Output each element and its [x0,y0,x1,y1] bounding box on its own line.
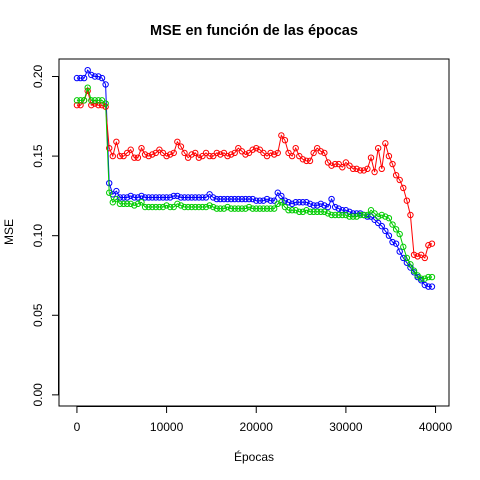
series-1 [74,67,434,289]
x-tick-label: 30000 [329,420,363,434]
plot-frame [59,59,449,406]
series-2 [74,88,434,261]
x-tick-label: 40000 [419,420,453,434]
y-tick-label: 0.05 [31,303,45,327]
series-3 [74,85,434,281]
y-tick-label: 0.15 [31,144,45,168]
x-tick-label: 10000 [150,420,184,434]
x-axis: 0 10000 20000 30000 40000 [74,406,453,434]
y-axis-label: MSE [2,219,16,245]
series-2-line [77,91,432,258]
y-tick-label: 0.10 [31,224,45,248]
x-axis-label: Épocas [234,449,274,464]
y-tick-label: 0.20 [31,65,45,89]
y-axis: 0.00 0.05 0.10 0.15 0.20 [31,65,59,407]
x-tick-label: 20000 [240,420,274,434]
chart-title: MSE en función de las épocas [150,23,358,39]
y-tick-label: 0.00 [31,383,45,407]
series-layer [74,67,434,289]
series-3-line [77,88,432,279]
x-tick-label: 0 [74,420,81,434]
series-1-line [77,70,432,287]
